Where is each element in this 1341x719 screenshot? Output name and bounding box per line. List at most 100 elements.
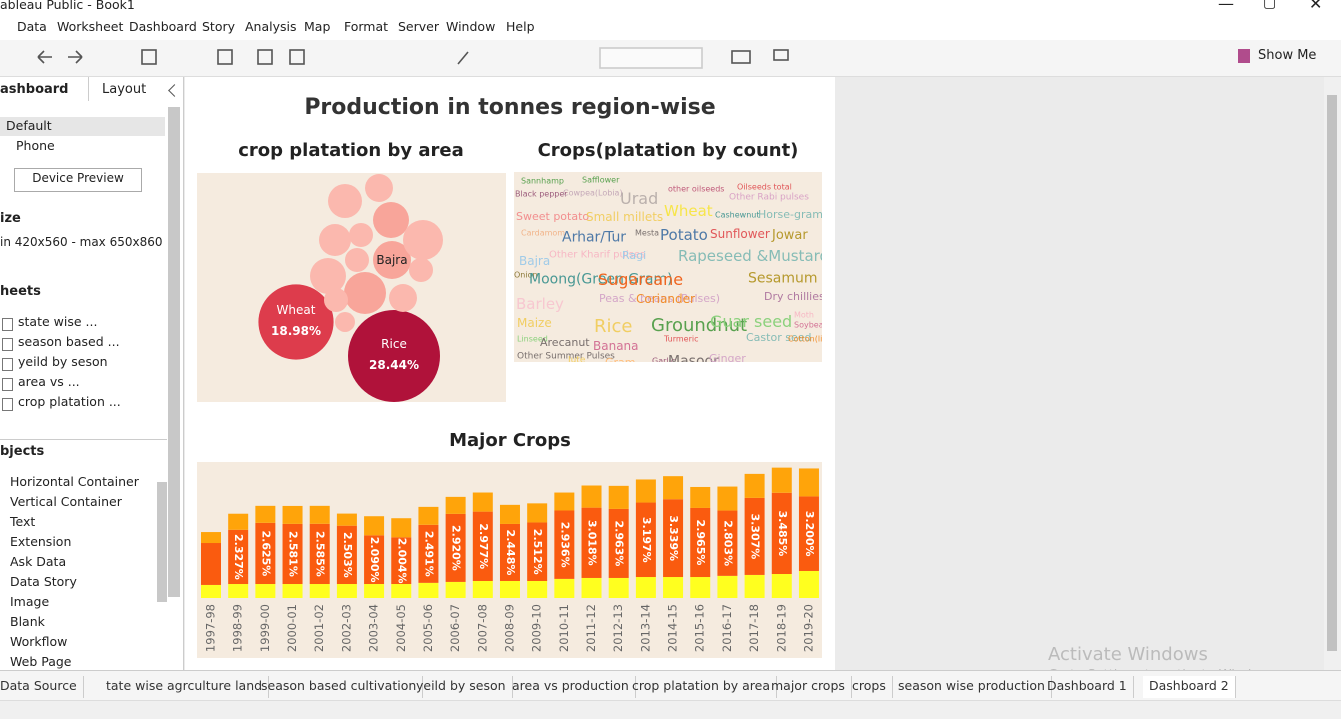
sheet-icon [2, 358, 13, 371]
highlight[interactable] [457, 51, 469, 65]
sheet-tab[interactable]: major crops [765, 676, 852, 698]
object-item[interactable]: Web Page [10, 654, 72, 669]
menu-item[interactable]: Format [344, 19, 389, 34]
bar-segment [255, 505, 276, 523]
scroll-thumb[interactable] [1327, 95, 1337, 651]
show-me[interactable]: Show Me [1258, 48, 1317, 63]
new-sheet[interactable] [217, 49, 233, 65]
word: Sugarcane [598, 270, 683, 289]
word: Ginger [709, 352, 746, 365]
sheet-tab[interactable]: Dashboard 2 [1143, 676, 1236, 698]
sheet-tab[interactable]: Data Source [0, 676, 84, 698]
device-selected [0, 117, 165, 136]
bar-segment [771, 492, 792, 575]
menu-item[interactable]: Server [398, 19, 439, 34]
left-pane: ashboard Layout Default Phone Device Preview… [0, 77, 184, 670]
fit-dropdown[interactable] [599, 47, 703, 69]
tab-layout[interactable]: Layout [102, 82, 147, 97]
object-item[interactable]: Image [10, 594, 50, 609]
collapse[interactable] [168, 84, 181, 97]
bar-label: 2.327% [232, 534, 245, 580]
minimize[interactable]: — [1218, 0, 1234, 13]
sheet-item[interactable]: state wise ... [18, 314, 98, 329]
bar-segment [635, 577, 656, 598]
scrollbar[interactable] [1324, 77, 1340, 670]
duplicate[interactable] [257, 49, 273, 65]
sheet-tab[interactable]: season based cultivation [255, 676, 424, 698]
menu-item[interactable]: Window [446, 19, 496, 34]
menu-item[interactable]: Map [304, 19, 331, 34]
show-me-icon[interactable] [1238, 49, 1250, 63]
word: Small millets [586, 210, 663, 224]
object-item[interactable]: Horizontal Container [10, 474, 139, 489]
x-tick-label: 2017-18 [747, 604, 761, 652]
sheet-tab[interactable]: season wise production [892, 676, 1052, 698]
x-tick-label: 2004-05 [394, 604, 408, 652]
sheet-item[interactable]: area vs ... [18, 374, 80, 389]
bar-segment [228, 584, 249, 598]
device-option[interactable]: Phone [16, 138, 55, 153]
bubble-value: 18.98% [271, 324, 321, 338]
bar-label: 2.448% [504, 530, 517, 576]
sheet-item[interactable]: crop platation ... [18, 394, 121, 409]
bar-label: 2.965% [694, 520, 707, 566]
word: Coriander [636, 292, 695, 306]
sheet-tab[interactable]: crop platation by area [626, 676, 778, 698]
bubble [343, 271, 387, 315]
device-option[interactable]: Default [6, 118, 52, 133]
bar-segment [554, 510, 575, 579]
sheet-icon [2, 338, 13, 351]
menu-item[interactable]: Analysis [245, 19, 297, 34]
menu-item[interactable]: Data [17, 19, 47, 34]
sheet-tab[interactable]: yeild by seson [410, 676, 513, 698]
clear[interactable] [289, 49, 305, 65]
bubble [335, 312, 355, 332]
object-item[interactable]: Workflow [10, 634, 68, 649]
bar-segment [690, 577, 711, 598]
object-item[interactable]: Text [10, 514, 36, 529]
scrollbar[interactable] [157, 482, 167, 602]
menu-item[interactable]: Story [202, 19, 236, 34]
object-item[interactable]: Blank [10, 614, 45, 629]
menu-item[interactable]: Worksheet [57, 19, 124, 34]
device-preview[interactable]: Device Preview [14, 168, 142, 192]
menu-item[interactable]: Dashboard [129, 19, 197, 34]
object-item[interactable]: Extension [10, 534, 72, 549]
sheet-tab[interactable]: area vs production [506, 676, 636, 698]
bubble [323, 287, 349, 313]
word: Linseed [517, 335, 548, 344]
word: Maize [517, 316, 552, 330]
object-item[interactable]: Data Story [10, 574, 77, 589]
word: Mesta [635, 229, 659, 238]
bar-segment [418, 506, 439, 525]
x-tick-label: 2013-14 [638, 604, 652, 652]
bar-segment [744, 574, 765, 598]
size-value[interactable]: in 420x560 - max 650x860 [0, 235, 163, 249]
cards[interactable] [731, 50, 751, 64]
word: Masoor [668, 354, 719, 370]
sheet-item[interactable]: yeild by seson [18, 354, 108, 369]
undo[interactable] [37, 50, 52, 64]
object-item[interactable]: Vertical Container [10, 494, 122, 509]
bar-segment [527, 503, 548, 523]
sheet-tab[interactable]: tate wise agrculture land [100, 676, 270, 698]
tab-dashboard[interactable]: ashboard [0, 82, 69, 97]
close[interactable]: ✕ [1309, 0, 1323, 13]
object-item[interactable]: Ask Data [10, 554, 67, 569]
sheet-tab[interactable]: crops [846, 676, 893, 698]
chart-title: Major Crops [449, 430, 571, 451]
bar-segment [635, 479, 656, 503]
sheet-tab[interactable]: Dashboard 1 [1041, 676, 1134, 698]
bar-label: 2.625% [259, 531, 272, 577]
bar-label: 3.200% [803, 511, 816, 557]
bar-segment [364, 516, 385, 536]
maximize[interactable]: ▢ [1263, 0, 1277, 11]
redo[interactable] [68, 50, 83, 64]
presentation[interactable] [773, 49, 789, 61]
save[interactable] [141, 49, 157, 65]
sheet-item[interactable]: season based ... [18, 334, 120, 349]
bar-segment [472, 492, 493, 512]
bubble-label: Rice [381, 337, 407, 351]
menu-item[interactable]: Help [506, 19, 535, 34]
scrollbar[interactable] [168, 107, 180, 597]
